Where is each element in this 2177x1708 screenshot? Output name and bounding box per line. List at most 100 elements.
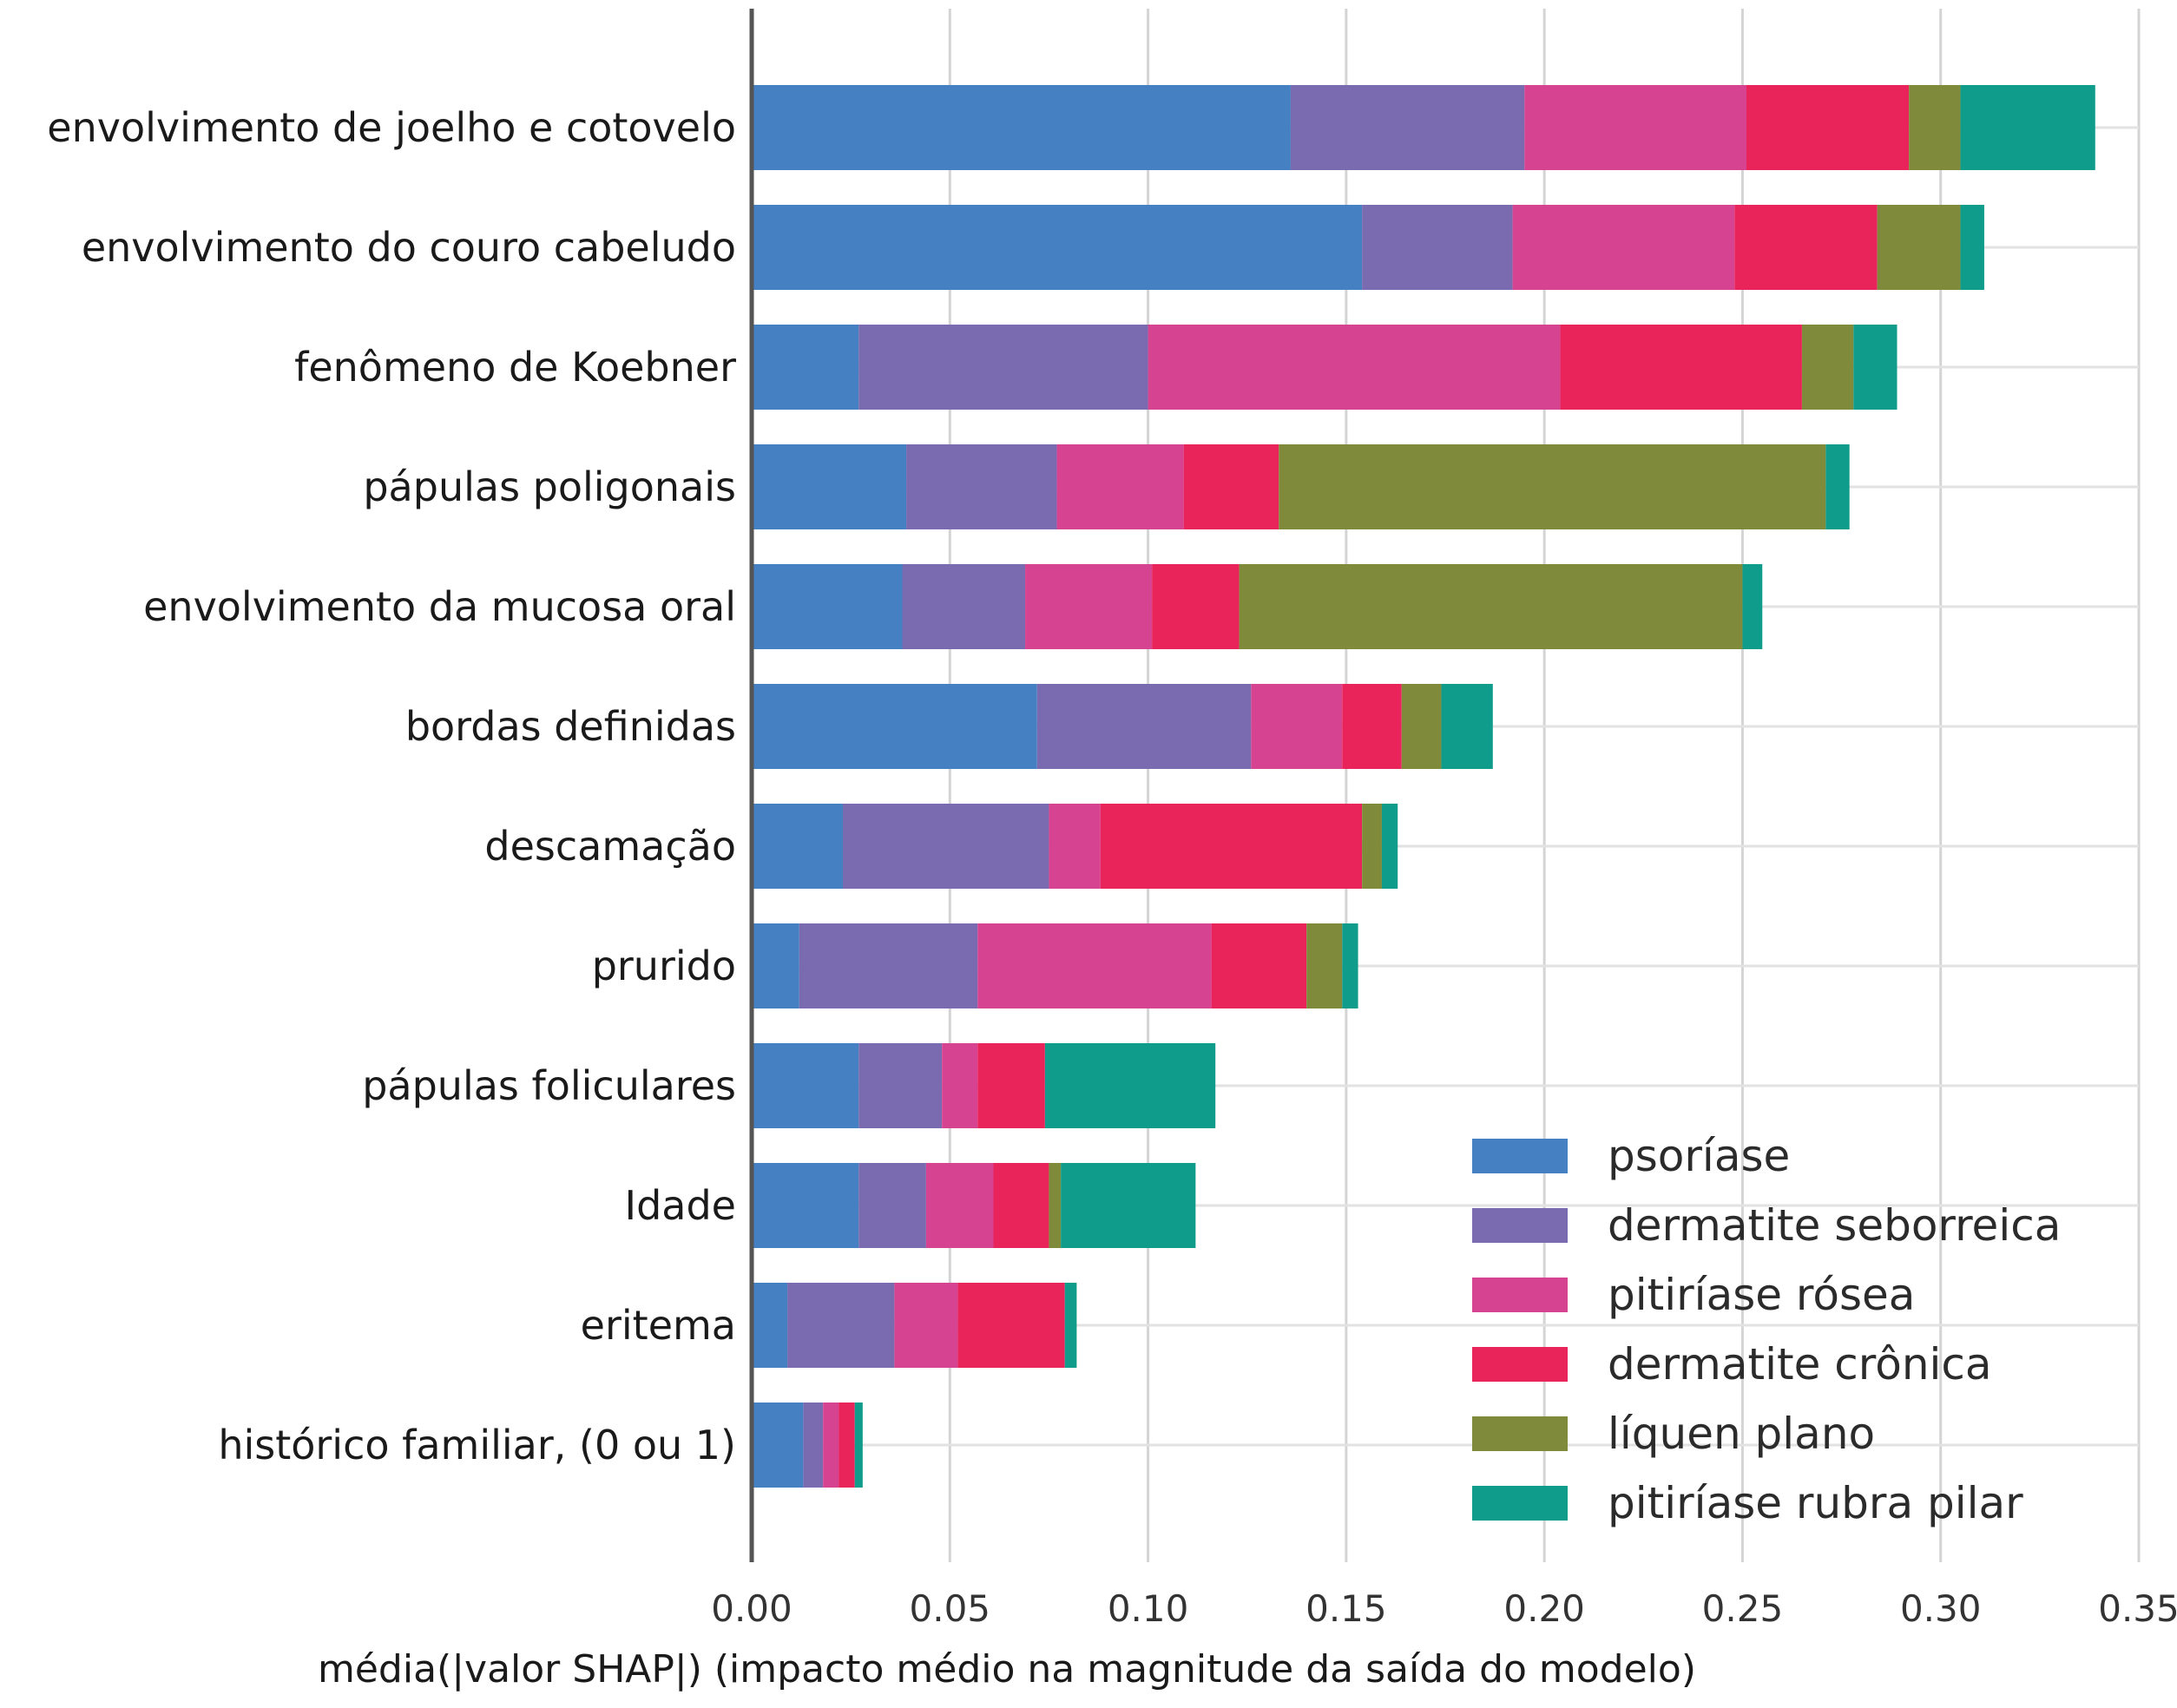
bar-segment [1036,684,1252,769]
axes: 0.00 0.05 0.10 0.15 0.20 0.25 0.30 0.35 envolvim… [47,9,2177,1692]
bar-segment [977,1043,1045,1128]
bar-segment [1512,205,1735,290]
bar-segment [1381,804,1398,889]
bar-segment [1049,1163,1062,1248]
bar-segment [752,1043,859,1128]
bar-segment [799,923,978,1008]
category-label: envolvimento de joelho e cotovelo [47,104,736,151]
bar-segment [1279,444,1826,529]
bar-segment [1183,444,1279,529]
bar-segment [1064,1283,1077,1368]
bar-segment [1290,85,1525,170]
bar-segment [1251,684,1343,769]
bar-segment [858,1163,926,1248]
category-label: envolvimento da mucosa oral [143,583,736,630]
bar-segment [993,1163,1049,1248]
x-tick-label: 0.10 [1108,1587,1189,1630]
category-label: prurido [592,943,736,989]
bars [752,85,2095,1488]
x-axis-title: média(|valor SHAP|) (impacto médio na ma… [318,1647,1696,1692]
legend-label: psoríase [1608,1131,1790,1181]
bar-segment [752,684,1037,769]
bar-segment [752,325,859,410]
legend-swatch [1472,1208,1568,1243]
bar-segment [752,1403,804,1488]
bar-segment [957,1283,1065,1368]
bar-segment [1025,564,1153,649]
bar-segment [1342,923,1358,1008]
bar-segment [1734,205,1878,290]
bar-segment [752,1163,859,1248]
bar-segment [843,804,1049,889]
bar-segment [858,325,1148,410]
bar-segment [752,85,1291,170]
bar-segment [1877,205,1961,290]
bar-segment [906,444,1057,529]
bar-segment [1152,564,1240,649]
bar-segment [1801,325,1854,410]
category-label: Idade [625,1182,736,1229]
bar-segment [1746,85,1910,170]
bar-segment [1742,564,1763,649]
bar-segment [839,1403,855,1488]
x-tick-label: 0.05 [910,1587,991,1630]
bar-segment [752,804,844,889]
bar-segment [1061,1163,1196,1248]
bar-segment [1148,325,1561,410]
category-label: pápulas foliculares [362,1062,736,1109]
bar-segment [977,923,1212,1008]
legend-label: líquen plano [1608,1409,1875,1459]
bar-segment [787,1283,895,1368]
legend-label: dermatite seborreica [1608,1200,2061,1251]
bar-segment [1056,444,1184,529]
legend-swatch [1472,1139,1568,1173]
bar-segment [1362,205,1513,290]
bar-segment [752,564,903,649]
category-label: envolvimento do couro cabeludo [82,224,736,271]
x-tick-label: 0.30 [1900,1587,1982,1630]
legend-swatch [1472,1416,1568,1451]
x-tick-label: 0.00 [711,1587,793,1630]
bar-segment [752,444,907,529]
category-label: eritema [581,1302,736,1349]
bar-segment [1306,923,1343,1008]
category-label: pápulas poligonais [363,463,736,510]
category-label: bordas definidas [405,703,736,750]
bar-segment [1100,804,1363,889]
bar-segment [1401,684,1442,769]
legend-swatch [1472,1278,1568,1312]
bar-segment [1853,325,1897,410]
bar-segment [752,923,799,1008]
bar-segment [1825,444,1850,529]
bar-segment [942,1043,978,1128]
bar-segment [1211,923,1307,1008]
legend-swatch [1472,1347,1568,1382]
bar-segment [823,1403,839,1488]
bar-segment [1362,804,1382,889]
legend-label: dermatite crônica [1608,1339,1992,1389]
legend-label: pitiríase rubra pilar [1608,1478,2023,1528]
x-tick-label: 0.15 [1306,1587,1387,1630]
bar-segment [803,1403,824,1488]
bar-segment [858,1043,943,1128]
bar-segment [1560,325,1802,410]
x-tick-label: 0.25 [1702,1587,1784,1630]
x-tick-label: 0.35 [2098,1587,2177,1630]
bar-segment [1342,684,1402,769]
bar-segment [1044,1043,1216,1128]
bar-segment [854,1403,863,1488]
bar-segment [902,564,1026,649]
bar-segment [1960,85,2095,170]
bar-segment [752,205,1363,290]
bar-segment [1049,804,1101,889]
bar-segment [894,1283,958,1368]
legend-label: pitiríase rósea [1608,1270,1915,1320]
bar-segment [1524,85,1746,170]
category-label: fenômeno de Koebner [294,344,736,391]
bar-segment [925,1163,994,1248]
bar-segment [1960,205,1984,290]
legend: psoríase dermatite seborreica pitiríase ró… [1472,1131,2061,1528]
x-tick-label: 0.20 [1503,1587,1585,1630]
